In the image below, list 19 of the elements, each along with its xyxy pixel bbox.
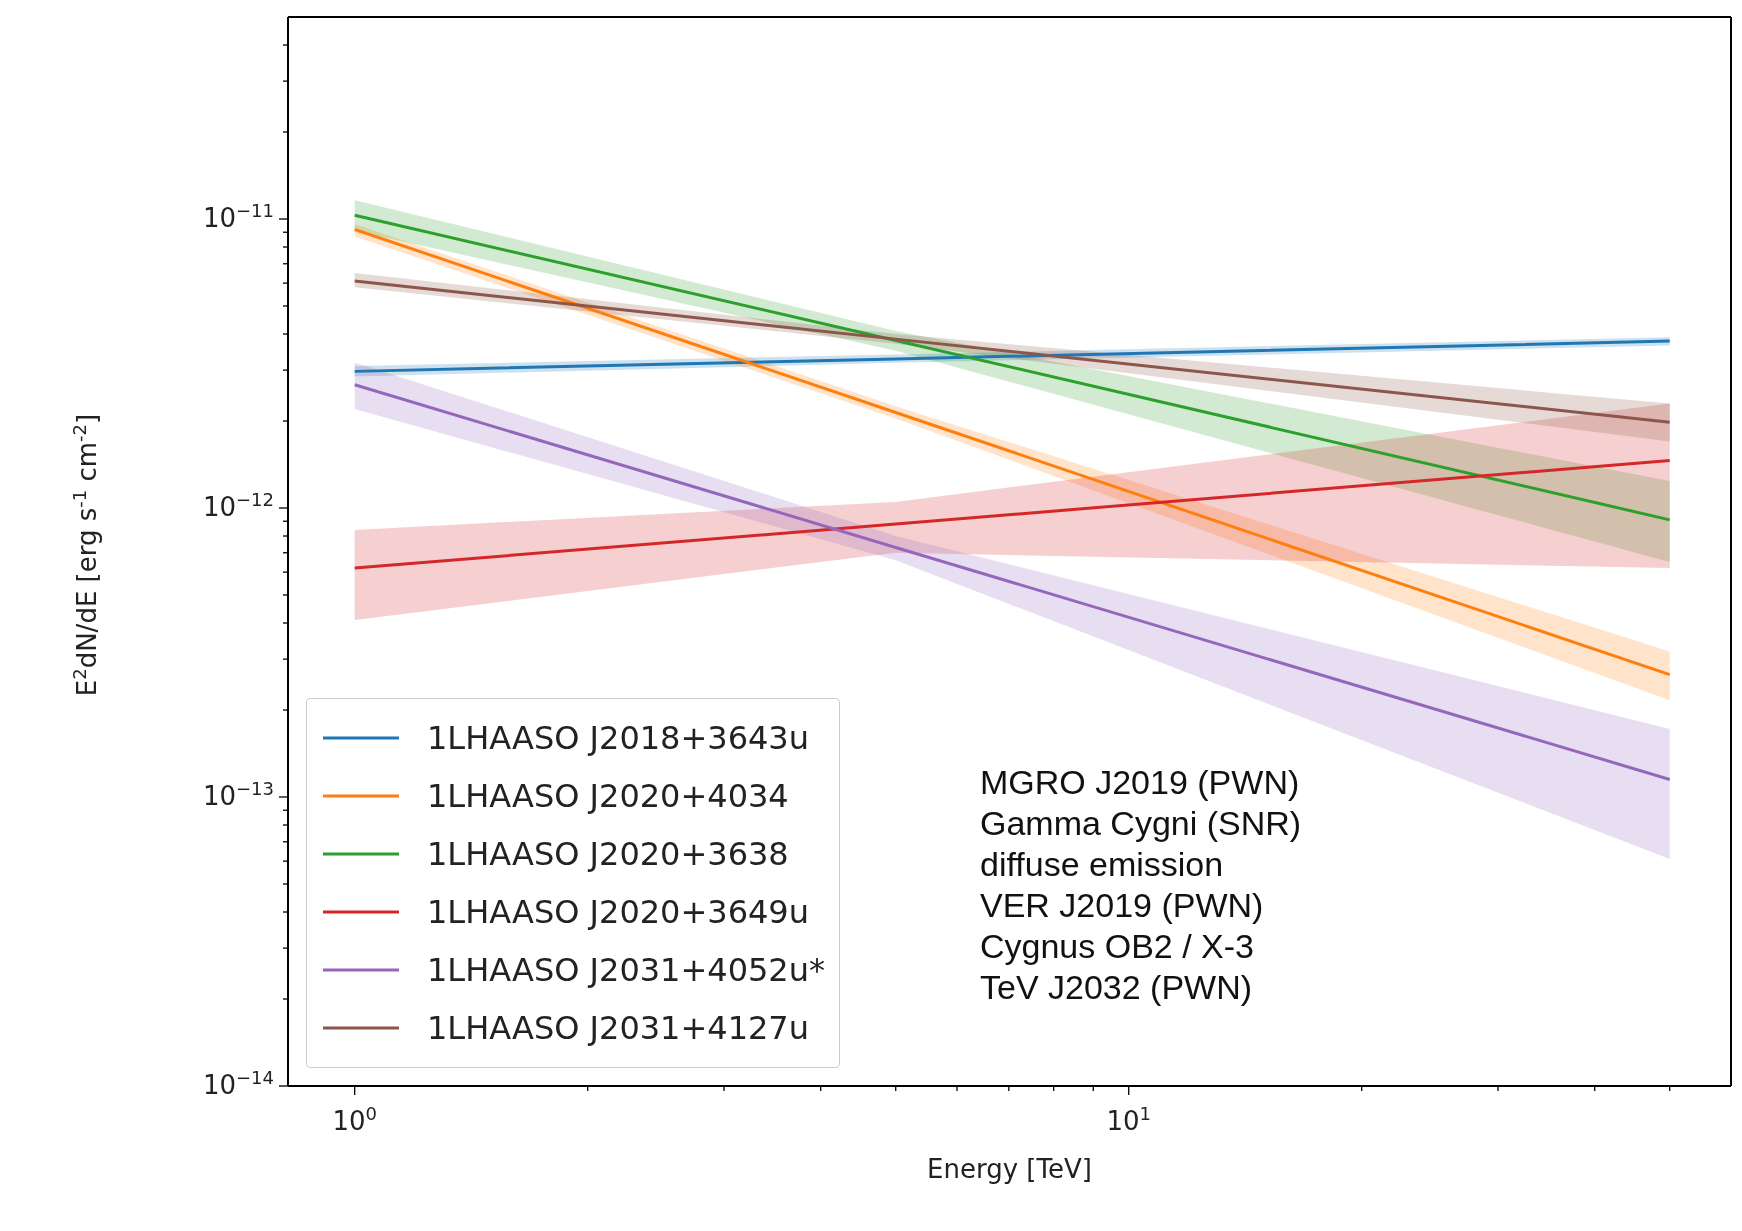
y-tick-label: 10$^{−13}$ [202,777,274,811]
x-axis-title: Energy [TeV] [927,1154,1092,1184]
annotation: Gamma Cygni (SNR) [980,803,1302,844]
annotation: MGRO J2019 (PWN) [980,762,1301,803]
y-tick-label: 10$^{−14}$ [202,1066,274,1100]
x-tick-label: 10$^{1}$ [1106,1102,1151,1136]
legend-label: 1LHAASO J2018+3643u [427,719,809,757]
annotation: VER J2019 (PWN) [980,885,1265,926]
annotation: diffuse emission [980,844,1225,885]
legend-label: 1LHAASO J2031+4127u [427,1009,809,1047]
legend-label: 1LHAASO J2031+4052u* [427,951,825,989]
y-tick-label: 10$^{−11}$ [202,199,274,233]
legend-label: 1LHAASO J2020+3638 [427,835,789,873]
legend-label: 1LHAASO J2020+4034 [427,777,789,815]
y-tick-label: 10$^{−12}$ [202,488,274,522]
legend-label: 1LHAASO J2020+3649u [427,893,809,931]
annotation: Cygnus OB2 / X-3 [980,926,1255,967]
x-tick-label: 10$^{0}$ [332,1102,377,1136]
annotation: TeV J2032 (PWN) [980,967,1254,1008]
